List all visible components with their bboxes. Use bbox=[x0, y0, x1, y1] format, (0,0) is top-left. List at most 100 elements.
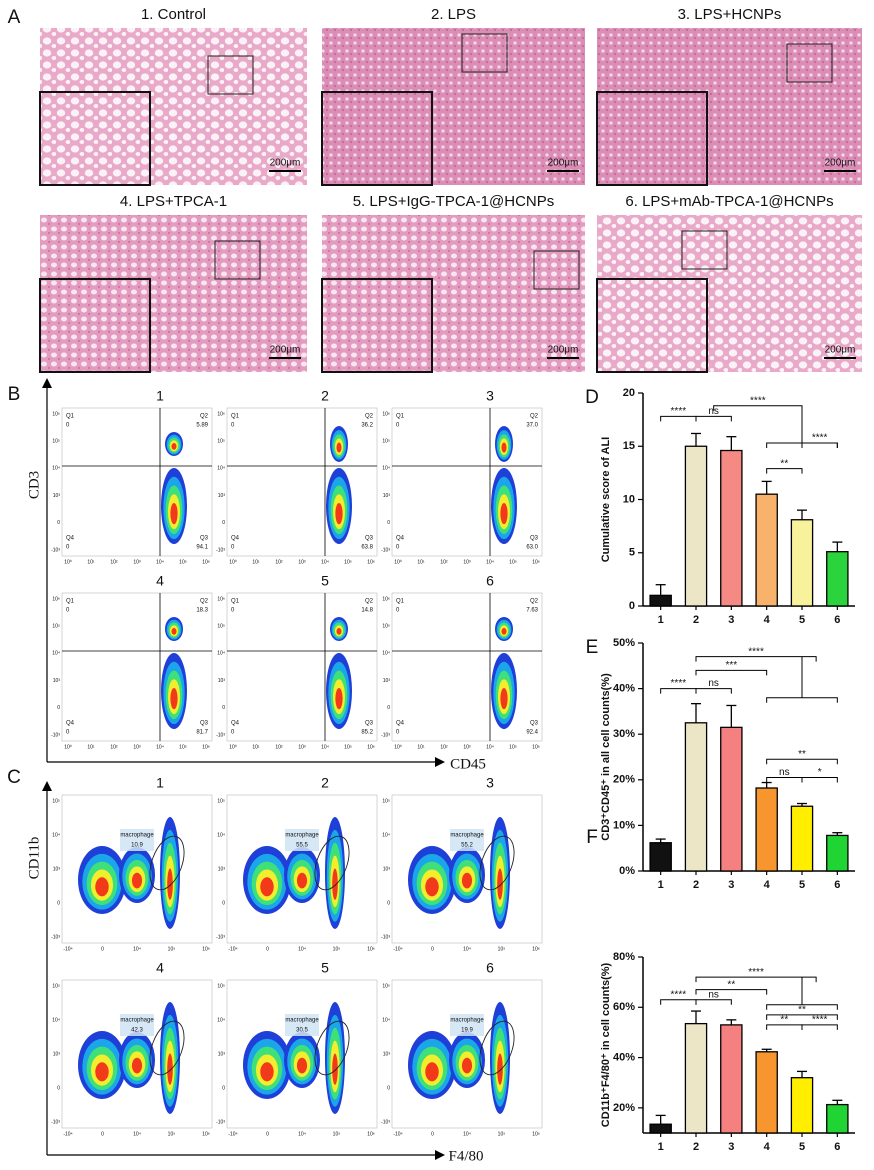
inset-image bbox=[39, 278, 151, 373]
flow-x-tick: 10⁶ bbox=[202, 744, 210, 750]
flow-x-tick: 10⁵ bbox=[498, 946, 506, 952]
flow-y-tick: 10⁶ bbox=[52, 596, 60, 602]
gate bbox=[314, 1020, 350, 1076]
quadrant-value: 5.89 bbox=[196, 423, 208, 429]
density-contour bbox=[296, 872, 308, 889]
flow-y-tick: 10⁴ bbox=[217, 651, 225, 657]
scale-label: 200μm bbox=[825, 158, 856, 169]
flow-y-tick: 0 bbox=[222, 705, 225, 711]
flow-x-tick: 10⁴ bbox=[298, 1131, 306, 1137]
quadrant-value: 36.2 bbox=[361, 423, 373, 429]
quadrant-value: 0 bbox=[66, 730, 70, 736]
density-contour bbox=[501, 442, 507, 453]
gate-label: macrophage bbox=[450, 833, 484, 839]
x-tick-label: 5 bbox=[799, 614, 805, 626]
flow-y-tick: 10⁴ bbox=[52, 832, 60, 838]
significance-label: *** bbox=[725, 660, 737, 671]
flow-x-tick: 10⁴ bbox=[133, 1131, 141, 1137]
significance-bracket bbox=[713, 405, 803, 411]
inset-image bbox=[596, 278, 708, 373]
significance-bracket bbox=[766, 468, 803, 474]
significance-bracket bbox=[695, 999, 732, 1005]
group-bracket bbox=[766, 656, 838, 703]
flow-x-tick: 10⁰ bbox=[64, 559, 72, 565]
flow-x-tick: 10⁰ bbox=[394, 559, 402, 565]
flow-x-tick: 0 bbox=[431, 946, 434, 952]
y-tick-label: 10 bbox=[623, 493, 635, 505]
quadrant-value: 0 bbox=[396, 608, 400, 614]
density-contour bbox=[501, 628, 507, 635]
x-tick-label: 1 bbox=[658, 614, 664, 626]
flow-x-tick: 10² bbox=[275, 744, 283, 750]
bar bbox=[755, 493, 778, 607]
scale-label: 200μm bbox=[270, 158, 301, 169]
flow-y-tick: 10⁴ bbox=[217, 1017, 225, 1023]
density-contour bbox=[95, 1062, 109, 1082]
bar bbox=[755, 1051, 778, 1134]
quadrant-value: 14.8 bbox=[361, 608, 373, 614]
flow-x-tick: 10⁵ bbox=[344, 559, 352, 565]
plot-frame bbox=[226, 407, 378, 557]
flow-y-tick: -10³ bbox=[51, 547, 60, 553]
flow-y-tick: 10⁵ bbox=[52, 983, 60, 989]
flow-x-tick: 10⁶ bbox=[202, 946, 210, 952]
flow-x-tick: 10² bbox=[110, 744, 118, 750]
plot-title: 4 bbox=[156, 960, 164, 976]
gate-label-bg bbox=[450, 829, 484, 851]
flow-y-tick: 10³ bbox=[383, 866, 391, 872]
flow-y-tick: -10³ bbox=[216, 732, 225, 738]
gate bbox=[314, 835, 350, 891]
flow-x-tick: 10⁰ bbox=[229, 744, 237, 750]
x-tick-label: 4 bbox=[764, 879, 771, 891]
flow-x-tick: 10¹ bbox=[87, 559, 95, 565]
flow-y-tick: 10⁴ bbox=[52, 1017, 60, 1023]
x-tick-label: 2 bbox=[693, 879, 699, 891]
zoom-region bbox=[681, 230, 728, 270]
flow-x-tick: 10⁴ bbox=[463, 1131, 471, 1137]
y-tick-label: 50% bbox=[613, 637, 635, 649]
significance-label: **** bbox=[671, 678, 687, 689]
plot-frame bbox=[391, 407, 543, 557]
significance-label: ** bbox=[780, 1015, 788, 1026]
gate-value: 55.2 bbox=[461, 843, 473, 849]
flow-x-tick: 10¹ bbox=[252, 744, 260, 750]
bar bbox=[720, 1024, 743, 1134]
x-tick-label: 3 bbox=[728, 614, 734, 626]
flow-x-tick: 10⁰ bbox=[394, 744, 402, 750]
flow-y-tick: 10⁶ bbox=[217, 411, 225, 417]
x-tick-label: 2 bbox=[693, 1141, 699, 1153]
flow-x-tick: -10⁴ bbox=[393, 946, 402, 952]
quadrant-label: Q3 bbox=[200, 721, 209, 727]
x-tick-label: 5 bbox=[799, 1141, 805, 1153]
quadrant-label: Q1 bbox=[66, 414, 75, 420]
y-axis-label: CD11b⁺F4/80⁺ in cell counts(%) bbox=[600, 962, 612, 1127]
quadrant-value: 37.0 bbox=[526, 423, 538, 429]
flow-y-tick: -10³ bbox=[51, 1119, 60, 1125]
density-contour bbox=[95, 877, 109, 897]
flow-y-tick: 10⁵ bbox=[382, 439, 390, 445]
bar bbox=[720, 726, 743, 872]
arrow-head bbox=[435, 1150, 445, 1160]
zoom-region bbox=[214, 240, 261, 280]
gate-label: macrophage bbox=[285, 833, 319, 839]
gate-value: 55.5 bbox=[296, 843, 308, 849]
y-tick-label: 5 bbox=[629, 547, 635, 559]
quadrant-label: Q4 bbox=[66, 536, 75, 542]
flow-x-tick: 10⁵ bbox=[179, 559, 187, 565]
x-tick-label: 6 bbox=[834, 1141, 840, 1153]
gate-label: macrophage bbox=[120, 1018, 154, 1024]
flow-y-tick: -10³ bbox=[216, 934, 225, 940]
flow-y-tick: 10⁴ bbox=[382, 832, 390, 838]
density-contour bbox=[171, 443, 177, 450]
zoom-region bbox=[207, 55, 254, 95]
plot-title: 3 bbox=[486, 388, 494, 404]
bar bbox=[649, 842, 672, 872]
flow-x-tick: 10⁶ bbox=[367, 559, 375, 565]
flow-x-tick: 10⁶ bbox=[532, 1131, 540, 1137]
flow-y-tick: 10³ bbox=[383, 493, 391, 499]
flow-x-tick: 10⁴ bbox=[486, 559, 494, 565]
flow-y-tick: 10⁴ bbox=[382, 466, 390, 472]
flow-y-tick: 10⁵ bbox=[52, 624, 60, 630]
flow-y-tick: 10⁴ bbox=[382, 651, 390, 657]
y-axis-label: Cumulative score of ALI bbox=[600, 437, 612, 563]
